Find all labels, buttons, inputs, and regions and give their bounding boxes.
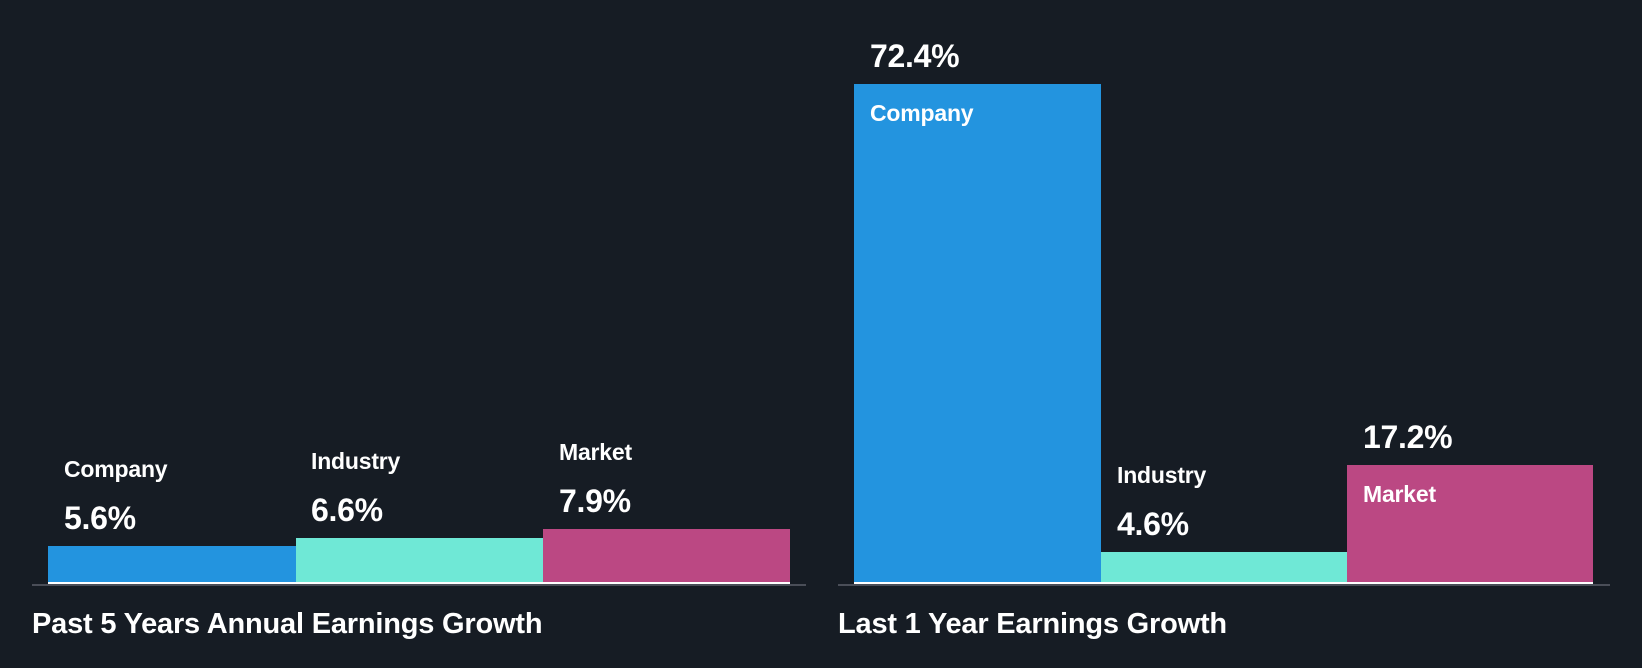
bar-underline xyxy=(854,582,1593,584)
bar-label-company: Company xyxy=(64,456,168,482)
x-axis-baseline xyxy=(838,584,1610,586)
x-axis-baseline xyxy=(32,584,806,586)
bar-market xyxy=(543,529,790,582)
bar-label-market: Market xyxy=(1363,481,1436,507)
bar-market xyxy=(1347,465,1593,582)
bar-label-company: Company xyxy=(870,100,974,126)
chart-title: Last 1 Year Earnings Growth xyxy=(838,608,1227,640)
bar-industry xyxy=(296,538,543,582)
bar-company xyxy=(854,84,1101,582)
bar-label-industry: Industry xyxy=(1117,462,1207,488)
bar-value-industry: 6.6% xyxy=(311,492,383,528)
past-5-years-chart: Company 5.6% Industry 6.6% Market 7.9% P… xyxy=(0,0,820,668)
bar-company xyxy=(48,546,296,582)
bar-value-market: 17.2% xyxy=(1363,419,1453,455)
bar-value-company: 5.6% xyxy=(64,500,136,536)
bar-label-industry: Industry xyxy=(311,448,401,474)
bar-label-market: Market xyxy=(559,439,632,465)
last-1-year-chart: 72.4% Company Industry 4.6% 17.2% Market… xyxy=(820,0,1642,668)
chart-title: Past 5 Years Annual Earnings Growth xyxy=(32,608,543,640)
bar-underline xyxy=(48,582,790,584)
bar-value-company: 72.4% xyxy=(870,38,960,74)
bar-value-market: 7.9% xyxy=(559,483,631,519)
bar-industry xyxy=(1101,552,1347,582)
bar-value-industry: 4.6% xyxy=(1117,506,1189,542)
